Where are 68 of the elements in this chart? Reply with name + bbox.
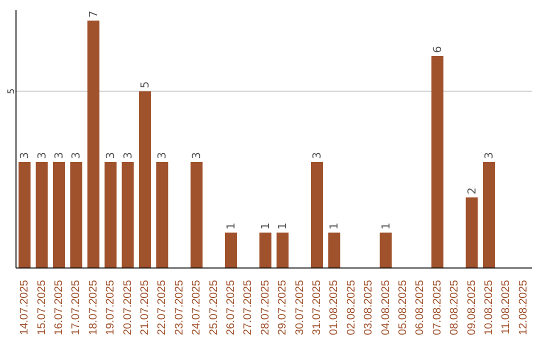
x-tick-label: 15.07.2025 [36, 280, 48, 336]
bar [276, 232, 289, 268]
x-tick-label: 23.07.2025 [173, 280, 186, 336]
x-tick-label: 16.07.2025 [53, 280, 65, 336]
x-tick-label: 09.08.2025 [466, 280, 478, 336]
bar [87, 20, 100, 268]
data-label: 1 [276, 222, 290, 230]
data-label: 1 [224, 222, 238, 230]
data-label: 7 [86, 10, 100, 18]
x-tick-label: 03.08.2025 [362, 280, 375, 336]
bar [52, 162, 65, 268]
x-tick-label: 24.07.2025 [190, 280, 203, 336]
x-tick-label: 28.07.2025 [259, 280, 272, 336]
bar [122, 162, 134, 268]
data-label: 3 [70, 152, 83, 159]
bar [18, 162, 31, 268]
bar [104, 162, 117, 268]
x-tick-label: 18.07.2025 [87, 280, 100, 336]
bar [36, 162, 48, 268]
bar [380, 232, 392, 268]
x-tick-label: 30.07.2025 [294, 280, 306, 336]
x-tick-label: 25.07.2025 [208, 280, 220, 336]
data-label: 3 [310, 152, 324, 159]
data-label: 3 [190, 152, 204, 159]
x-tick-label: 22.07.2025 [156, 280, 168, 336]
bar [138, 91, 151, 268]
data-label: 1 [328, 222, 341, 230]
data-label: 3 [35, 152, 48, 159]
x-tick-label: 31.07.2025 [311, 280, 323, 336]
bar [431, 56, 444, 268]
x-tick-label: 12.08.2025 [517, 280, 530, 336]
x-tick-label: 02.08.2025 [345, 280, 358, 336]
data-label: 3 [156, 152, 169, 159]
x-tick-label: 05.08.2025 [397, 280, 409, 336]
bar [310, 162, 323, 268]
x-tick-label: 14.07.2025 [18, 280, 31, 336]
x-tick-label: 06.08.2025 [414, 280, 426, 336]
x-tick-label: 17.07.2025 [70, 280, 82, 336]
data-label: 5 [138, 81, 152, 88]
x-tick-label: 08.08.2025 [448, 280, 461, 336]
bar [156, 162, 168, 268]
data-label: 3 [18, 152, 32, 159]
data-label: 6 [430, 46, 444, 53]
x-tick-label: 07.08.2025 [431, 280, 444, 336]
x-tick-label: 27.07.2025 [242, 280, 254, 336]
x-tick-label: 11.08.2025 [500, 280, 512, 334]
data-label: 3 [482, 152, 496, 159]
bar [466, 197, 478, 268]
data-label: 3 [52, 152, 66, 159]
x-tick-label: 01.08.2025 [328, 280, 340, 336]
data-label: 1 [258, 222, 272, 230]
bar [190, 162, 203, 268]
data-label: 3 [104, 152, 118, 159]
bar [482, 162, 495, 268]
x-tick-label: 10.08.2025 [483, 280, 495, 336]
x-tick-label: 20.07.2025 [122, 280, 134, 336]
x-tick-label: 26.07.2025 [225, 280, 237, 336]
x-tick-label: 29.07.2025 [276, 280, 289, 336]
data-label: 2 [465, 187, 478, 194]
data-label: 3 [121, 152, 134, 159]
x-tick-label: 04.08.2025 [380, 280, 392, 336]
bar [328, 232, 340, 268]
x-tick-label: 21.07.2025 [139, 280, 151, 336]
bar [259, 232, 272, 268]
bar [70, 162, 82, 268]
x-tick-label: 19.07.2025 [104, 280, 117, 336]
bar [224, 232, 237, 268]
data-label: 1 [379, 222, 392, 230]
